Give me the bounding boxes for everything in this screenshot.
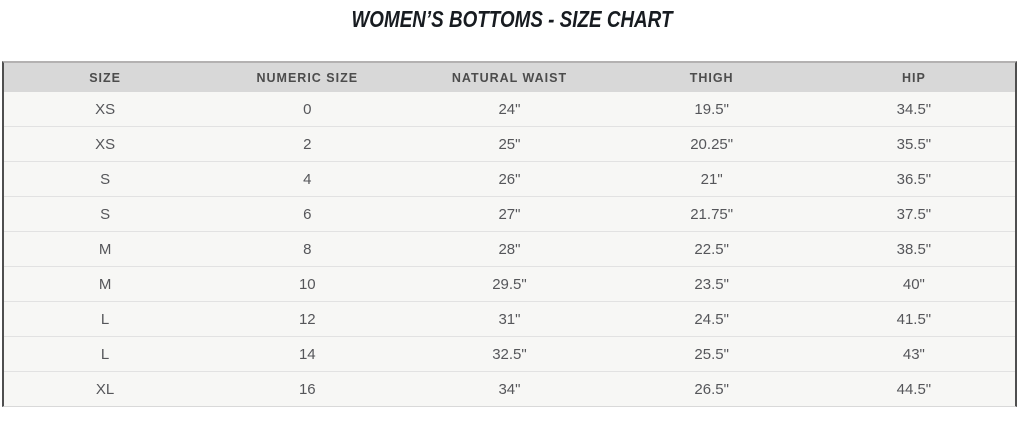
cell: 8 bbox=[206, 231, 409, 267]
page-title: WOMEN’S BOTTOMS - SIZE CHART bbox=[351, 6, 673, 32]
column-header-numeric-size: NUMERIC SIZE bbox=[206, 63, 409, 92]
cell: 32.5" bbox=[408, 336, 611, 372]
column-header-natural-waist: NATURAL WAIST bbox=[408, 63, 611, 92]
table-row: L 12 31" 24.5" 41.5" bbox=[4, 301, 1015, 337]
cell: 22.5" bbox=[610, 231, 813, 267]
cell: 25.5" bbox=[610, 336, 813, 372]
cell: 19.5" bbox=[610, 92, 813, 127]
table-row: XL 16 34" 26.5" 44.5" bbox=[4, 371, 1015, 406]
cell: XS bbox=[4, 92, 207, 127]
cell: 43" bbox=[812, 336, 1015, 372]
cell: 41.5" bbox=[812, 301, 1015, 337]
header-row: SIZE NUMERIC SIZE NATURAL WAIST THIGH HIP bbox=[4, 63, 1015, 92]
cell: XL bbox=[4, 371, 207, 406]
cell: 40" bbox=[812, 266, 1015, 302]
cell: 27" bbox=[408, 196, 611, 232]
cell: 6 bbox=[206, 196, 409, 232]
cell: 24.5" bbox=[610, 301, 813, 337]
cell: 34.5" bbox=[812, 92, 1015, 127]
size-chart-header: SIZE NUMERIC SIZE NATURAL WAIST THIGH HIP bbox=[4, 63, 1015, 92]
cell: L bbox=[4, 336, 207, 372]
cell: 37.5" bbox=[812, 196, 1015, 232]
cell: 24" bbox=[408, 92, 611, 127]
cell: 12 bbox=[206, 301, 409, 337]
cell: 14 bbox=[206, 336, 409, 372]
cell: 21.75" bbox=[610, 196, 813, 232]
cell: 4 bbox=[206, 161, 409, 197]
cell: 21" bbox=[610, 161, 813, 197]
size-chart-body: XS 0 24" 19.5" 34.5" XS 2 25" 20.25" 35.5" S 4 26" 21… bbox=[4, 92, 1015, 406]
table-row: M 10 29.5" 23.5" 40" bbox=[4, 266, 1015, 302]
column-header-size: SIZE bbox=[4, 63, 207, 92]
cell: 25" bbox=[408, 126, 611, 162]
table-row: M 8 28" 22.5" 38.5" bbox=[4, 231, 1015, 267]
table-row: L 14 32.5" 25.5" 43" bbox=[4, 336, 1015, 372]
cell: 28" bbox=[408, 231, 611, 267]
cell: 29.5" bbox=[408, 266, 611, 302]
cell: 38.5" bbox=[812, 231, 1015, 267]
size-chart-table: SIZE NUMERIC SIZE NATURAL WAIST THIGH HIP XS… bbox=[2, 61, 1017, 407]
cell: L bbox=[4, 301, 207, 337]
cell: 23.5" bbox=[610, 266, 813, 302]
cell: 0 bbox=[206, 92, 409, 127]
cell: 31" bbox=[408, 301, 611, 337]
cell: 20.25" bbox=[610, 126, 813, 162]
cell: 26" bbox=[408, 161, 611, 197]
cell: M bbox=[4, 231, 207, 267]
cell: S bbox=[4, 161, 207, 197]
cell: 34" bbox=[408, 371, 611, 406]
cell: 16 bbox=[206, 371, 409, 406]
cell: 35.5" bbox=[812, 126, 1015, 162]
table-row: XS 2 25" 20.25" 35.5" bbox=[4, 126, 1015, 162]
column-header-thigh: THIGH bbox=[610, 63, 813, 92]
cell: 36.5" bbox=[812, 161, 1015, 197]
cell: 2 bbox=[206, 126, 409, 162]
column-header-hip: HIP bbox=[812, 63, 1015, 92]
table-row: S 6 27" 21.75" 37.5" bbox=[4, 196, 1015, 232]
cell: XS bbox=[4, 126, 207, 162]
table-row: XS 0 24" 19.5" 34.5" bbox=[4, 92, 1015, 127]
cell: 10 bbox=[206, 266, 409, 302]
cell: S bbox=[4, 196, 207, 232]
cell: 26.5" bbox=[610, 371, 813, 406]
table-row: S 4 26" 21" 36.5" bbox=[4, 161, 1015, 197]
cell: 44.5" bbox=[812, 371, 1015, 406]
cell: M bbox=[4, 266, 207, 302]
